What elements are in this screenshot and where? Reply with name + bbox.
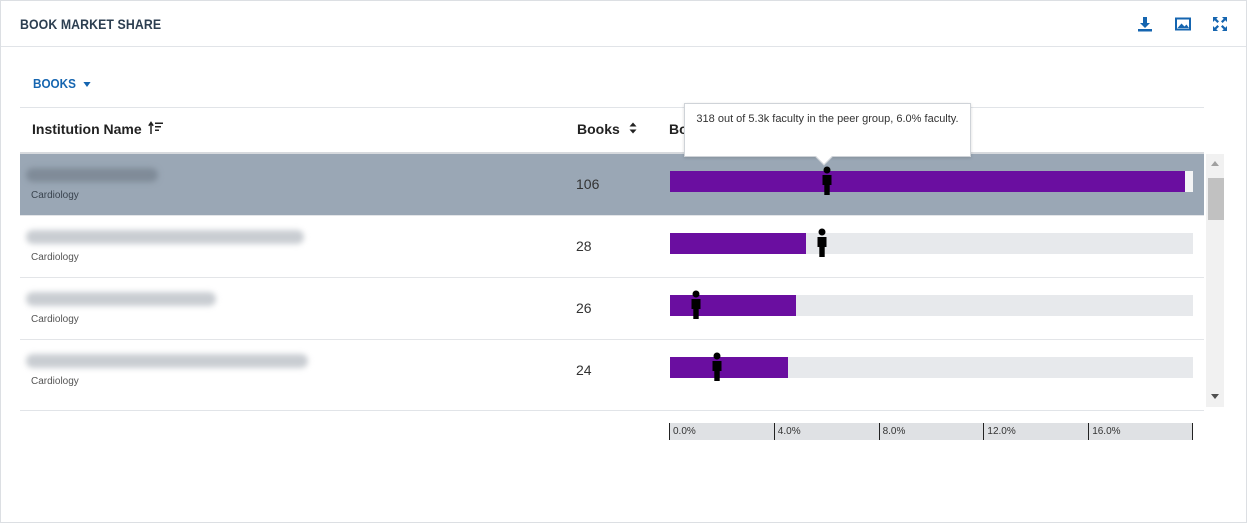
share-bar bbox=[670, 171, 1186, 192]
sort-ascending-icon[interactable] bbox=[147, 121, 164, 135]
axis-tick bbox=[983, 423, 985, 440]
column-header-share[interactable]: Bo bbox=[669, 121, 688, 137]
table-row[interactable]: Cardiology 106 bbox=[20, 154, 1204, 216]
axis-tick bbox=[773, 423, 775, 440]
row-subtitle: Cardiology bbox=[31, 376, 79, 387]
percent-axis: 0.0% 4.0% 8.0% 12.0% 16.0% bbox=[669, 423, 1193, 440]
share-bar bbox=[670, 233, 806, 254]
row-subtitle: Cardiology bbox=[31, 190, 79, 201]
scroll-down-icon[interactable] bbox=[1211, 394, 1219, 399]
expand-icon[interactable] bbox=[1212, 16, 1228, 32]
panel-header: BOOK MARKET SHARE bbox=[1, 1, 1246, 47]
axis-tick-label: 0.0% bbox=[673, 426, 696, 437]
books-count: 106 bbox=[576, 176, 600, 192]
axis-tick-label: 8.0% bbox=[882, 426, 906, 437]
axis-tick-label: 16.0% bbox=[1092, 426, 1121, 437]
faculty-marker-icon[interactable] bbox=[690, 290, 702, 320]
axis-tick bbox=[1192, 423, 1193, 440]
axis-tick bbox=[878, 423, 880, 440]
faculty-tooltip: 318 out of 5.3k faculty in the peer grou… bbox=[684, 103, 971, 166]
axis-tick bbox=[669, 423, 670, 440]
table-row[interactable]: Cardiology 28 bbox=[20, 216, 1204, 278]
share-bar-track bbox=[670, 290, 1193, 319]
share-bar-track bbox=[670, 166, 1193, 195]
image-icon[interactable] bbox=[1175, 16, 1191, 32]
header-divider bbox=[20, 152, 1204, 154]
institution-name-redacted bbox=[26, 230, 304, 244]
column-header-institution-name[interactable]: Institution Name bbox=[32, 121, 164, 137]
institution-name-redacted bbox=[26, 354, 308, 368]
axis-tick-label: 12.0% bbox=[987, 426, 1016, 437]
institution-name-redacted bbox=[26, 292, 216, 306]
axis-tick bbox=[1088, 423, 1090, 440]
divider bbox=[20, 410, 1204, 411]
scroll-thumb[interactable] bbox=[1208, 178, 1224, 220]
axis-tick-label: 4.0% bbox=[777, 426, 801, 437]
column-header-books[interactable]: Books bbox=[577, 121, 638, 137]
share-bar-track bbox=[670, 228, 1193, 257]
scroll-up-icon[interactable] bbox=[1211, 161, 1219, 166]
caret-down-icon bbox=[83, 82, 91, 88]
divider bbox=[20, 107, 1204, 108]
sort-both-icon[interactable] bbox=[628, 122, 638, 134]
row-subtitle: Cardiology bbox=[31, 314, 79, 325]
table-row[interactable]: Cardiology 24 bbox=[20, 340, 1204, 401]
faculty-marker-icon[interactable] bbox=[816, 228, 828, 258]
books-dropdown[interactable]: BOOKS bbox=[33, 76, 91, 91]
faculty-marker-icon[interactable] bbox=[711, 352, 723, 382]
table-row[interactable]: Cardiology 26 bbox=[20, 278, 1204, 340]
share-bar-track bbox=[670, 352, 1193, 381]
share-bar bbox=[670, 295, 796, 316]
institution-name-redacted bbox=[26, 168, 158, 182]
panel-title: BOOK MARKET SHARE bbox=[20, 16, 162, 32]
books-count: 26 bbox=[576, 300, 592, 316]
tooltip-text: 318 out of 5.3k faculty in the peer grou… bbox=[696, 113, 959, 125]
books-count: 28 bbox=[576, 238, 592, 254]
share-bar bbox=[670, 357, 788, 378]
download-icon[interactable] bbox=[1137, 16, 1153, 32]
table-body: Cardiology 106 Cardiology 28 bbox=[20, 154, 1204, 401]
vertical-scrollbar[interactable] bbox=[1206, 154, 1224, 407]
dropdown-label: BOOKS bbox=[33, 76, 76, 91]
faculty-marker-icon[interactable] bbox=[821, 166, 833, 196]
row-subtitle: Cardiology bbox=[31, 252, 79, 263]
books-count: 24 bbox=[576, 362, 592, 378]
